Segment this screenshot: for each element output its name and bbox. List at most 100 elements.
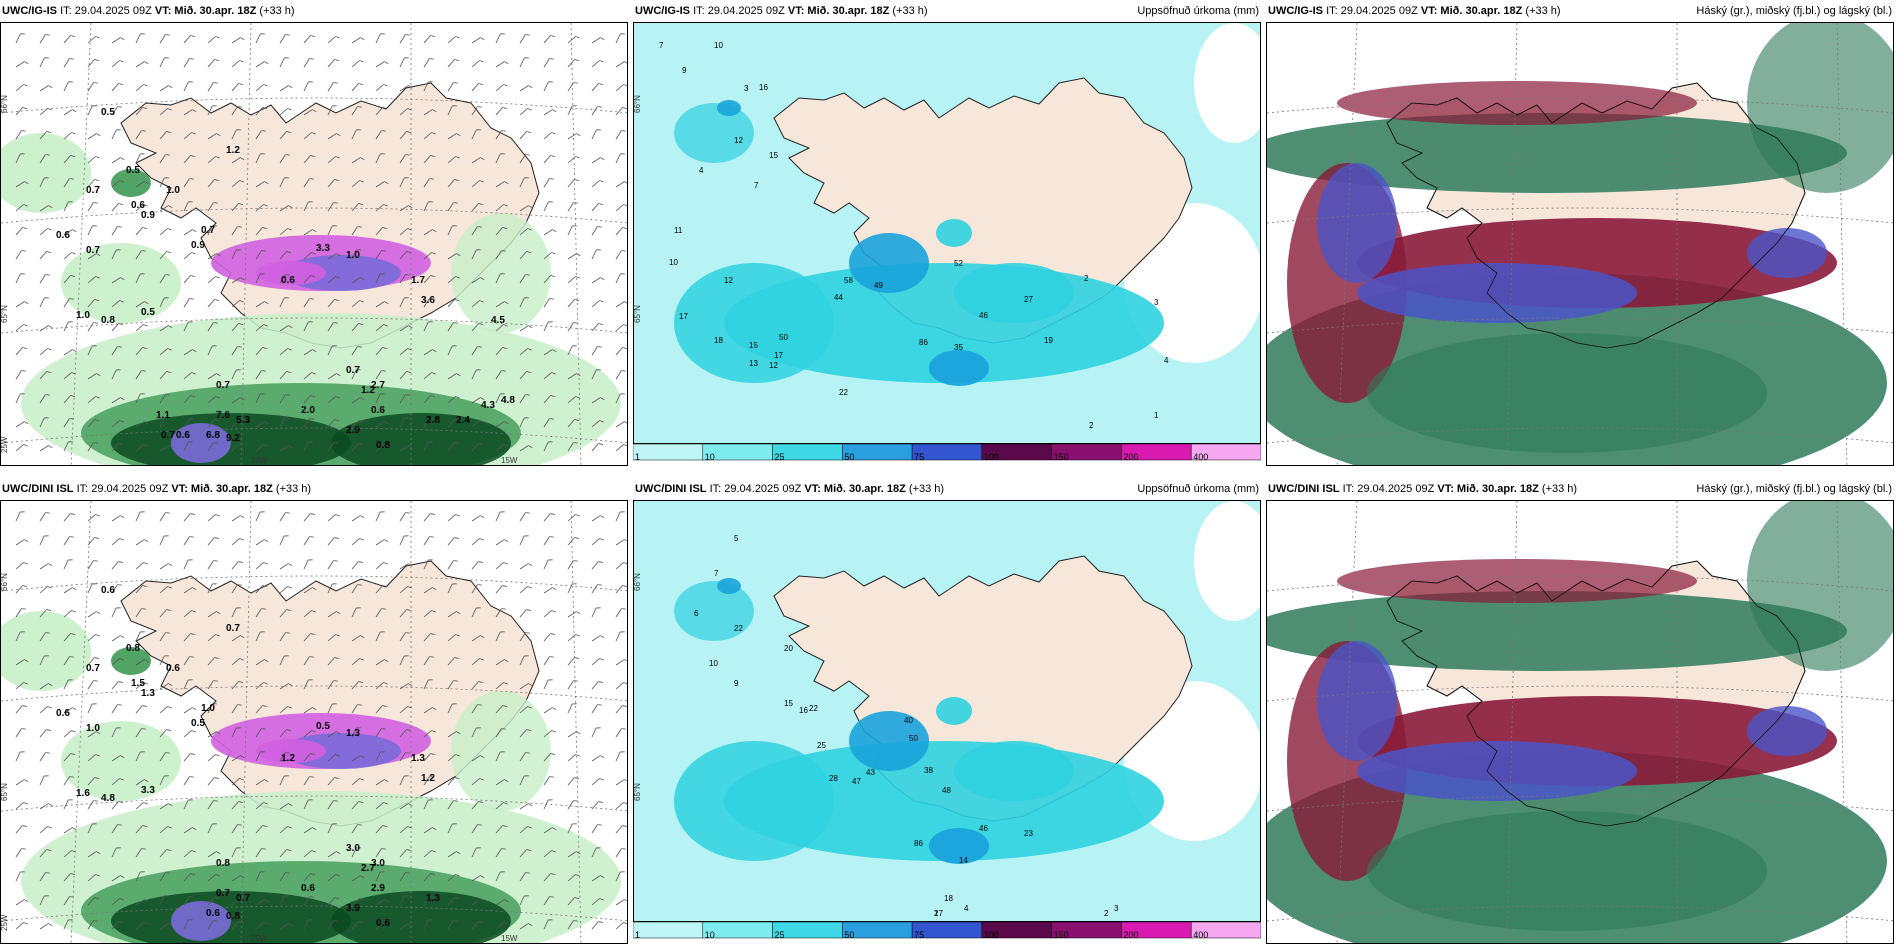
value-label: 0.6 [101,585,115,596]
wind-barb [183,799,193,810]
colorbar-label: 25 [774,452,785,462]
value-label: 9.2 [226,433,240,444]
wind-barb [375,61,389,68]
wind-barb [615,631,625,642]
axis-label: 15W [501,934,518,943]
wind-barb [423,633,435,642]
colorbar-label: 150 [1053,930,1069,940]
rain-area [954,263,1074,323]
wind-barb [111,561,123,570]
map-precip-ig[interactable]: 7 10 9 3 16 12 15 4 7 11 10 12 17 18 15 17 13 12 50 44 58 49 5… [633,22,1261,444]
wind-barb [135,705,147,714]
wind-barb [327,823,337,834]
value-label: 0.7 [86,663,100,674]
wind-barb [87,225,97,236]
wind-barb [543,201,553,212]
value-label: 4.3 [481,400,495,411]
wind-barb [255,421,269,428]
wind-barb [495,421,509,428]
wind-barb [423,321,433,332]
wind-barb [15,539,29,546]
wind-barb [351,369,361,380]
wind-barb [471,249,481,260]
map-cloud-dini[interactable] [1266,500,1894,944]
wind-barb [591,824,602,834]
value-label: 9 [734,679,739,688]
wind-barb [471,727,481,738]
wind-barb [567,156,580,164]
wind-barb [423,35,435,44]
value-label: 3.3 [141,785,155,796]
wind-barb [303,229,317,236]
value-label: 15 [784,699,793,708]
wind-barb [135,370,146,380]
wind-barb [255,631,265,642]
wind-barb [111,180,124,188]
value-label: 16 [759,83,768,92]
latitude-gridline [1267,97,1893,114]
wind-barb [39,632,50,642]
axis-label: 66°N [634,573,642,591]
map-wind-dini[interactable]: 0.6 0.7 0.8 1.0 0.6 1.3 1.5 0.5 1.0 0.7 0.5 1.3 1.2 1… [0,500,628,944]
wind-barb [159,895,169,906]
value-label: 0.6 [376,918,390,929]
wind-barb [423,178,434,188]
wind-barb [495,324,508,332]
wind-barb [279,394,290,404]
wind-barb [183,252,196,260]
value-label: 46 [979,311,988,320]
wind-barb [423,896,434,906]
value-label: 0.5 [316,721,330,732]
wind-barb [279,325,293,332]
wind-barb [231,755,245,762]
latitude-gridline [1,905,627,922]
wind-barb [303,298,314,308]
value-label: 0.6 [166,663,180,674]
wind-barb [447,560,458,570]
wind-barb [327,299,339,308]
wind-barb [423,275,435,284]
wind-barb [303,799,313,810]
wind-barb [375,444,388,452]
wind-barb [591,346,602,356]
wind-barb [471,755,485,762]
wind-barb [495,347,507,356]
wind-barb [519,803,533,810]
wind-barb [279,57,289,68]
wind-barb [495,393,505,404]
map-wind-ig[interactable]: 0.5 0.7 0.5 0.7 1.0 0.9 0.6 0.9 0.7 1.2 3.3 1.0 3.6 1… [0,22,628,466]
value-label: 28 [829,774,838,783]
wind-barb [615,682,627,690]
value-label: 4 [699,166,704,175]
map-cloud-ig[interactable] [1266,22,1894,466]
value-label: 0.7 [226,623,240,634]
wind-barb [471,847,481,858]
wind-barb [63,633,75,642]
wind-barb [159,775,169,786]
wind-barb [351,203,363,212]
wind-barb [63,58,74,68]
wind-barb [591,226,602,236]
wind-barb [519,154,530,164]
no-precip-area [1194,501,1260,621]
wind-barb [519,205,533,212]
panel-title: UWC/IG-IS IT: 29.04.2025 09Z VT: Mið. 30… [2,5,295,17]
wind-barb [279,609,291,618]
wind-barb [183,349,197,356]
wind-barb [231,921,243,930]
value-label: 3.6 [421,295,435,306]
wind-barb [231,300,244,308]
wind-barb [375,562,388,570]
wind-barb [231,584,242,594]
wind-barb [15,871,25,882]
wind-barb [399,394,410,404]
wind-barb [63,559,73,570]
value-label: 0.8 [216,858,230,869]
wind-barb [135,922,148,930]
wind-barb [327,133,341,140]
wind-barb [591,300,604,308]
wind-barb [375,631,385,642]
map-precip-dini[interactable]: 5 7 6 22 20 10 9 15 16 22 25 28 47 43 40 50 38 48 86 46 23 14… [633,500,1261,922]
wind-barb [303,109,317,116]
value-label: 1.5 [131,678,145,689]
